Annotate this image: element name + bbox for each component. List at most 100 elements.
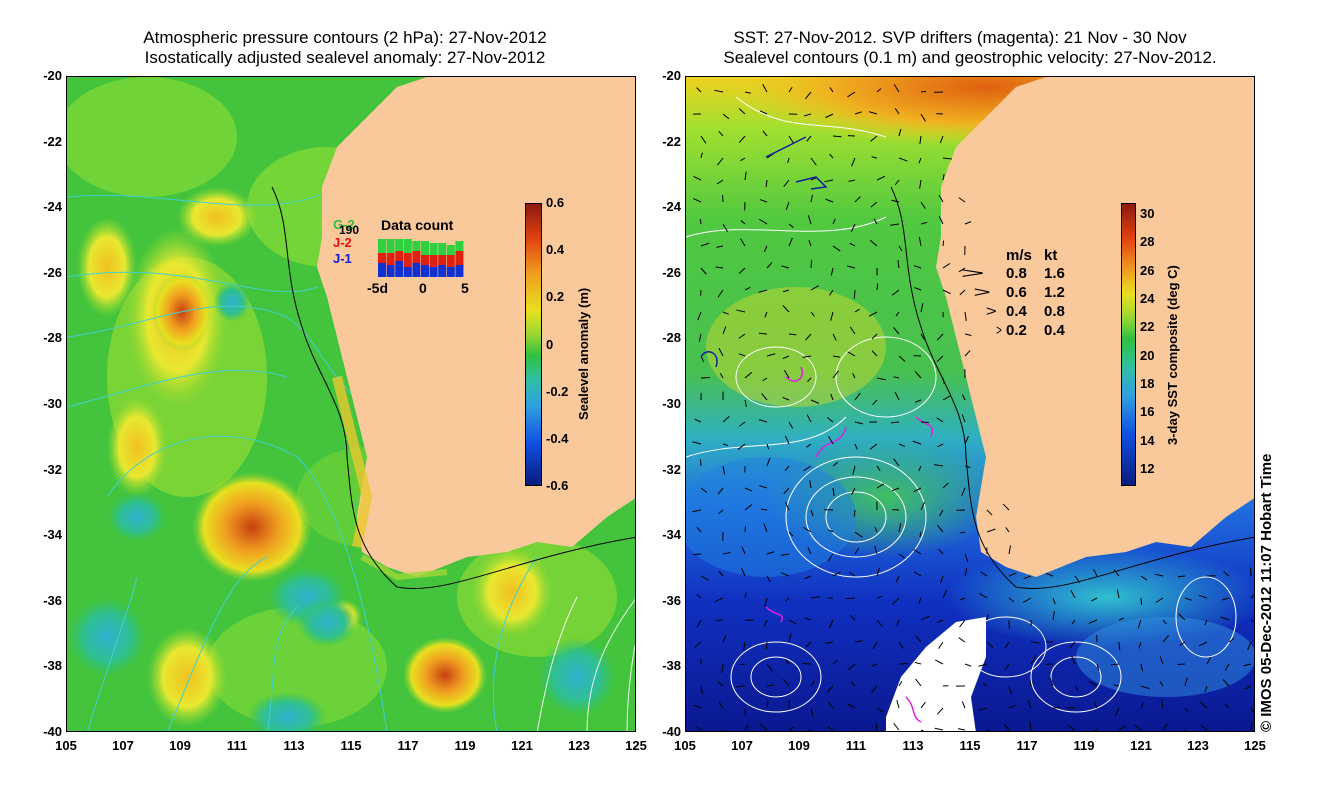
left-x-tick: 125 [625,738,647,753]
velocity-arrow [870,135,878,142]
velocity-arrow [986,528,996,533]
velocity-arrow [918,237,922,247]
velocity-arrow [898,523,902,533]
sst-colorbar-tick: 16 [1140,404,1155,420]
right-y-tick: -24 [662,199,681,215]
velocity-arrow [783,678,790,687]
sst-colorbar-tick: 26 [1140,262,1155,278]
velocity-arrow [1161,699,1164,709]
velocity-arrow [700,152,703,159]
velocity-arrow [1250,707,1254,714]
velocity-arrow [852,373,856,379]
velocity-arrow [854,531,863,538]
velocity-arrow [1245,685,1252,690]
velocity-arrow [1162,723,1168,731]
sst-colorbar-tick: 12 [1140,461,1155,476]
velocity-arrow [848,571,856,577]
velocity-arrow [918,465,922,472]
left-y-tick: -20 [43,68,62,83]
velocity-arrow [1250,722,1253,731]
velocity-arrow [806,135,812,142]
left-x-tick: 117 [397,738,419,753]
velocity-arrow [829,87,834,93]
velocity-arrow [920,501,925,511]
velocity-arrow [829,153,834,159]
data-count-axis-end: 5 [461,280,469,296]
velocity-arrow [1089,680,1098,687]
sst-colorbar-tick: 14 [1140,432,1155,448]
data-count-bar [455,265,464,277]
velocity-arrow [850,223,856,233]
sla-colorbar-tick: 0 [546,336,554,352]
left-x-tick: 115 [340,738,362,753]
velocity-arrow [1155,597,1164,603]
velocity-arrow [1005,527,1010,533]
velocity-arrow [1023,597,1032,603]
left-y-tick: -32 [43,461,62,477]
velocity-arrow [738,333,746,339]
velocity-arrow [851,157,856,167]
data-count-bar [403,239,412,253]
velocity-arrow [854,308,860,313]
velocity-arrow [1140,702,1145,709]
left-y-tick: -26 [43,264,62,280]
sat-j1-label: J-1 [333,251,352,266]
right-y-tick: -30 [662,396,681,411]
right-y-tick: -20 [662,68,681,83]
left-title-line1: Atmospheric pressure contours (2 hPa): 2… [143,28,547,47]
velocity-arrow [780,572,790,577]
velocity-arrow [1004,663,1010,670]
velocity-arrow [1162,619,1167,625]
velocity-arrow [784,435,790,445]
velocity-arrow [766,684,774,687]
velocity-arrow [854,392,861,401]
velocity-legend-arrow-icon: > [985,303,997,320]
velocity-arrow [825,198,834,203]
velocity-arrow [942,289,951,295]
velocity-arrow [721,195,724,203]
velocity-arrow [803,113,812,117]
velocity-arrow [763,245,768,253]
velocity-arrow [696,527,702,533]
velocity-arrow [1110,663,1120,666]
data-count-bar [421,241,429,255]
velocity-arrow [938,194,944,203]
velocity-arrow [806,443,812,448]
velocity-arrow [964,333,972,337]
velocity-arrow [848,663,856,671]
velocity-arrow [1249,567,1252,577]
velocity-arrow [762,130,768,137]
velocity-legend-arrow-icon: > [960,265,985,282]
velocity-arrow [874,527,878,533]
velocity-arrow [1008,685,1012,695]
velocity-arrow [693,553,702,556]
velocity-arrow [759,218,768,225]
velocity-arrow [766,700,769,709]
velocity-arrow [936,524,944,533]
velocity-arrow [1250,594,1254,599]
velocity-arrow [824,641,834,644]
velocity-arrow [890,223,900,226]
velocity-arrow [700,135,707,144]
velocity-arrow [1137,619,1142,629]
velocity-legend-arrow-icon: > [996,322,1002,339]
imos-credit: © IMOS 05-Dec-2012 11:07 Hobart Time [1258,453,1275,732]
velocity-arrow [832,333,837,341]
velocity-arrow [759,724,768,731]
velocity-arrow [896,619,900,627]
velocity-arrow [722,113,730,120]
velocity-arrow [914,661,922,665]
velocity-arrow [1183,729,1186,731]
velocity-arrow [1138,641,1142,649]
velocity-arrow [918,157,922,164]
velocity-arrow [1023,575,1032,580]
right-y-tick: -22 [662,133,681,149]
velocity-arrow [832,135,842,138]
data-count-bar [438,265,447,277]
velocity-arrow [804,575,812,580]
velocity-arrow [830,311,834,321]
velocity-arrow [875,723,878,731]
velocity-arrow [978,663,988,667]
velocity-arrow [832,245,841,252]
velocity-arrow [920,90,927,93]
